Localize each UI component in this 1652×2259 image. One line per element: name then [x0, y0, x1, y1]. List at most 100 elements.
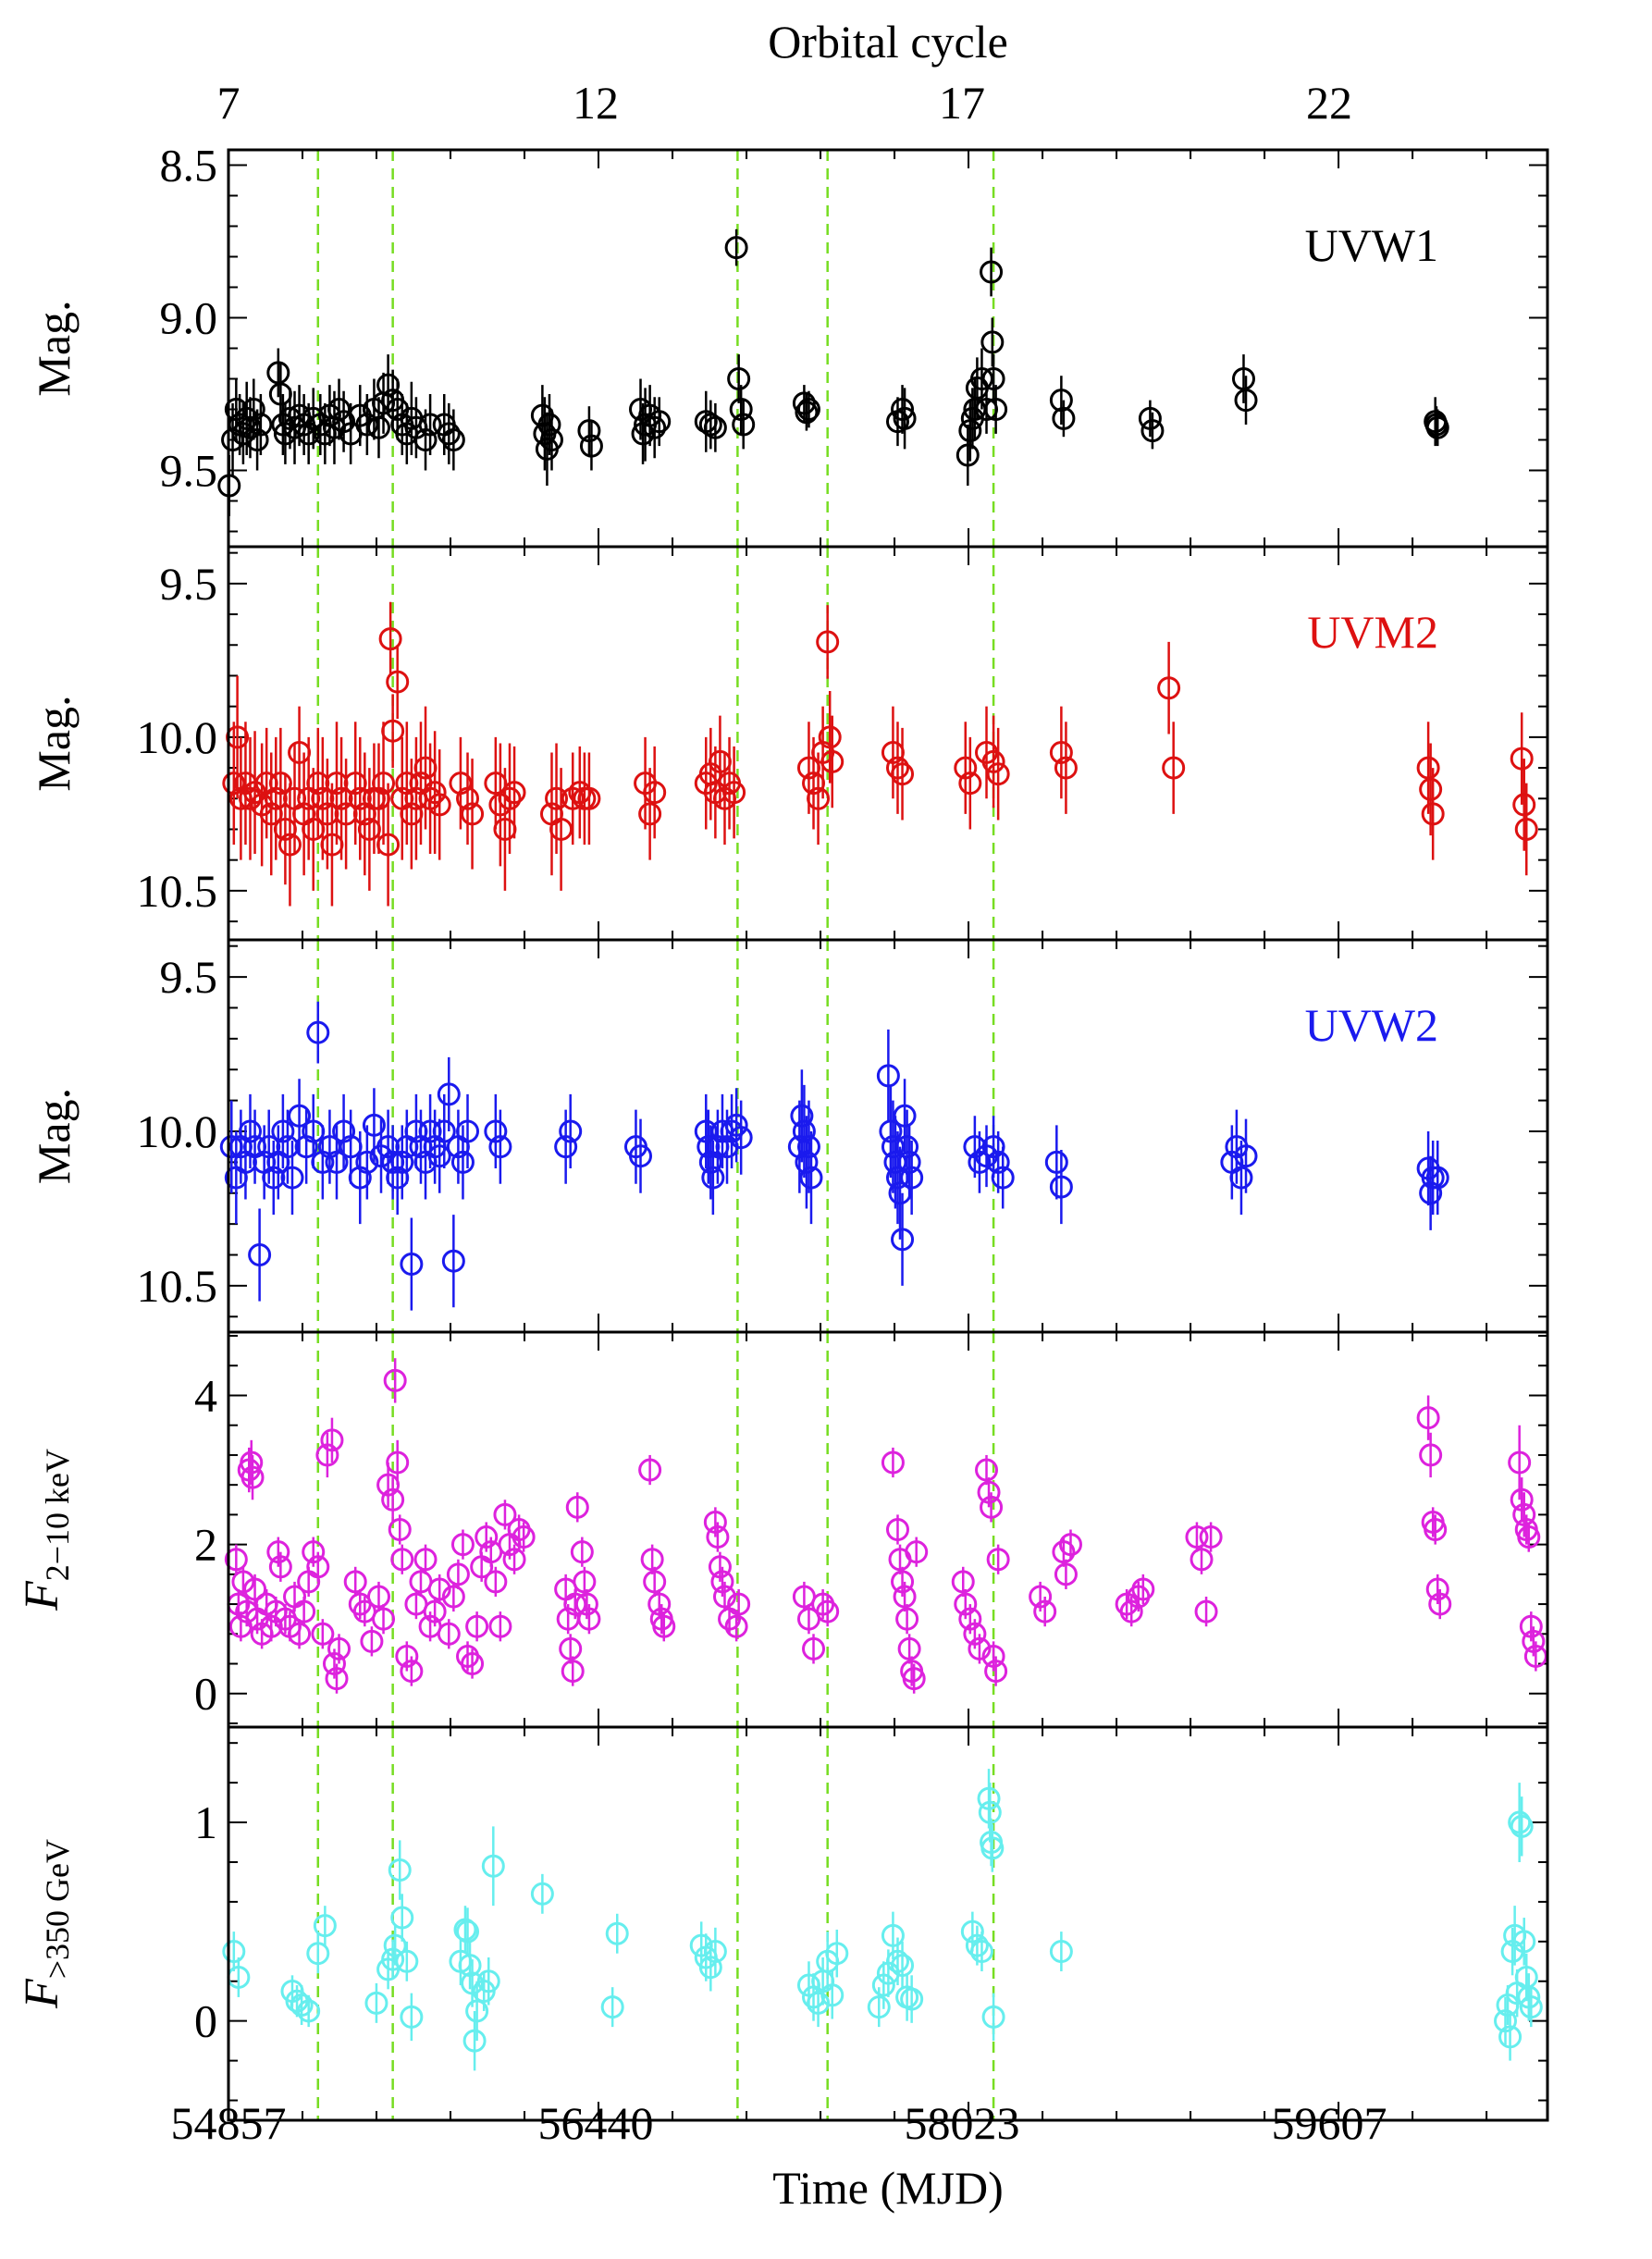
data-point — [240, 1465, 265, 1489]
data-point — [968, 1636, 992, 1660]
data-point — [951, 1570, 975, 1594]
data-point — [795, 401, 819, 425]
data-point — [502, 781, 526, 805]
data-point — [325, 1667, 349, 1691]
panel-frame — [227, 148, 1549, 549]
data-point — [881, 1135, 905, 1159]
data-point — [968, 1150, 992, 1174]
data-point — [498, 786, 522, 810]
data-point — [792, 391, 816, 415]
data-point — [446, 1562, 470, 1586]
y-tick-label: 8.5 — [160, 140, 218, 191]
data-point — [266, 1540, 290, 1564]
y-tick-label: 10.5 — [137, 1260, 218, 1312]
data-point — [383, 1933, 407, 1957]
data-point — [306, 1942, 330, 1966]
bottom-tick-label-58023: 58023 — [905, 2097, 1020, 2149]
data-point — [980, 330, 1005, 354]
data-point — [891, 762, 915, 786]
data-point — [222, 1940, 246, 1964]
data-point — [893, 1104, 917, 1128]
bottom-tick-label-54857: 54857 — [171, 2097, 287, 2149]
data-point — [577, 786, 601, 810]
data-point — [701, 1166, 725, 1190]
data-point — [388, 1858, 412, 1882]
data-point — [954, 756, 978, 780]
data-point — [1519, 1995, 1543, 2019]
data-point — [280, 1166, 304, 1190]
data-point — [984, 1660, 1008, 1684]
data-point — [796, 398, 820, 421]
data-point — [732, 413, 756, 437]
data-point — [1522, 1629, 1546, 1653]
data-point — [807, 786, 831, 810]
y-axis-label: Mag. — [28, 695, 80, 791]
data-point — [376, 833, 401, 857]
data-point — [475, 1525, 499, 1549]
data-point — [243, 1577, 267, 1601]
data-point — [1049, 740, 1073, 764]
y-tick-label: 10.0 — [137, 711, 218, 763]
data-point — [441, 1585, 465, 1609]
panel-gamma: 0 1 F>350 GeV — [16, 1725, 1549, 2122]
data-point — [577, 1607, 601, 1631]
data-point — [276, 1135, 300, 1159]
data-point — [249, 413, 273, 437]
data-point — [315, 1443, 339, 1467]
data-point — [450, 1533, 475, 1557]
data-point — [647, 410, 672, 434]
data-point — [722, 781, 746, 805]
data-point — [320, 1428, 344, 1452]
data-point — [893, 406, 917, 430]
data-point — [461, 802, 485, 826]
data-point — [545, 786, 569, 810]
data-point — [1140, 419, 1165, 443]
y-tick-label: 9.5 — [160, 951, 218, 1003]
data-point — [893, 1585, 917, 1609]
data-point — [965, 1933, 989, 1957]
data-point — [986, 762, 1010, 786]
data-point — [900, 1987, 924, 2011]
data-point — [465, 1999, 489, 2023]
data-point — [1138, 406, 1162, 430]
data-point — [647, 1592, 672, 1616]
data-point — [456, 1119, 480, 1143]
data-point — [1512, 1930, 1536, 1954]
data-point — [453, 1918, 477, 1942]
data-point — [390, 1150, 414, 1174]
data-point — [891, 1228, 915, 1252]
data-point — [708, 1555, 732, 1579]
data-point — [395, 1644, 419, 1668]
panel-xray: 0 2 4 F2−10 keV — [16, 1330, 1549, 1729]
panel-frame — [227, 1725, 1549, 2122]
data-point — [729, 1126, 753, 1150]
data-point — [366, 415, 390, 439]
data-point — [820, 749, 844, 773]
data-point — [605, 1921, 629, 1945]
data-point — [1157, 676, 1181, 700]
y-tick-label: 9.5 — [160, 445, 218, 497]
data-point — [450, 1150, 475, 1174]
data-point — [574, 1592, 598, 1616]
data-point — [437, 422, 461, 446]
data-point — [1517, 1525, 1541, 1549]
data-point — [476, 1969, 500, 1994]
data-point — [881, 1923, 905, 1947]
data-point — [980, 1495, 1004, 1519]
data-point — [288, 1104, 312, 1128]
data-point — [706, 1525, 730, 1549]
data-point — [1199, 1525, 1223, 1549]
data-point — [638, 1458, 662, 1482]
y-tick-label: 0 — [194, 1995, 217, 2047]
data-point — [955, 443, 980, 467]
data-point — [432, 1119, 456, 1143]
data-point — [427, 1144, 451, 1168]
data-point — [262, 1166, 286, 1190]
data-point — [423, 781, 447, 805]
bottom-tick-label-56440: 56440 — [538, 2097, 654, 2149]
data-point — [427, 793, 451, 817]
data-point — [1029, 1585, 1053, 1609]
data-point — [400, 1253, 424, 1277]
data-point — [390, 1906, 414, 1930]
panels-group: 8.5 9.0 9.5 Mag. UVW1 9.5 10.0 10.5 Mag. UVM2 9.5 1… — [16, 140, 1549, 2122]
